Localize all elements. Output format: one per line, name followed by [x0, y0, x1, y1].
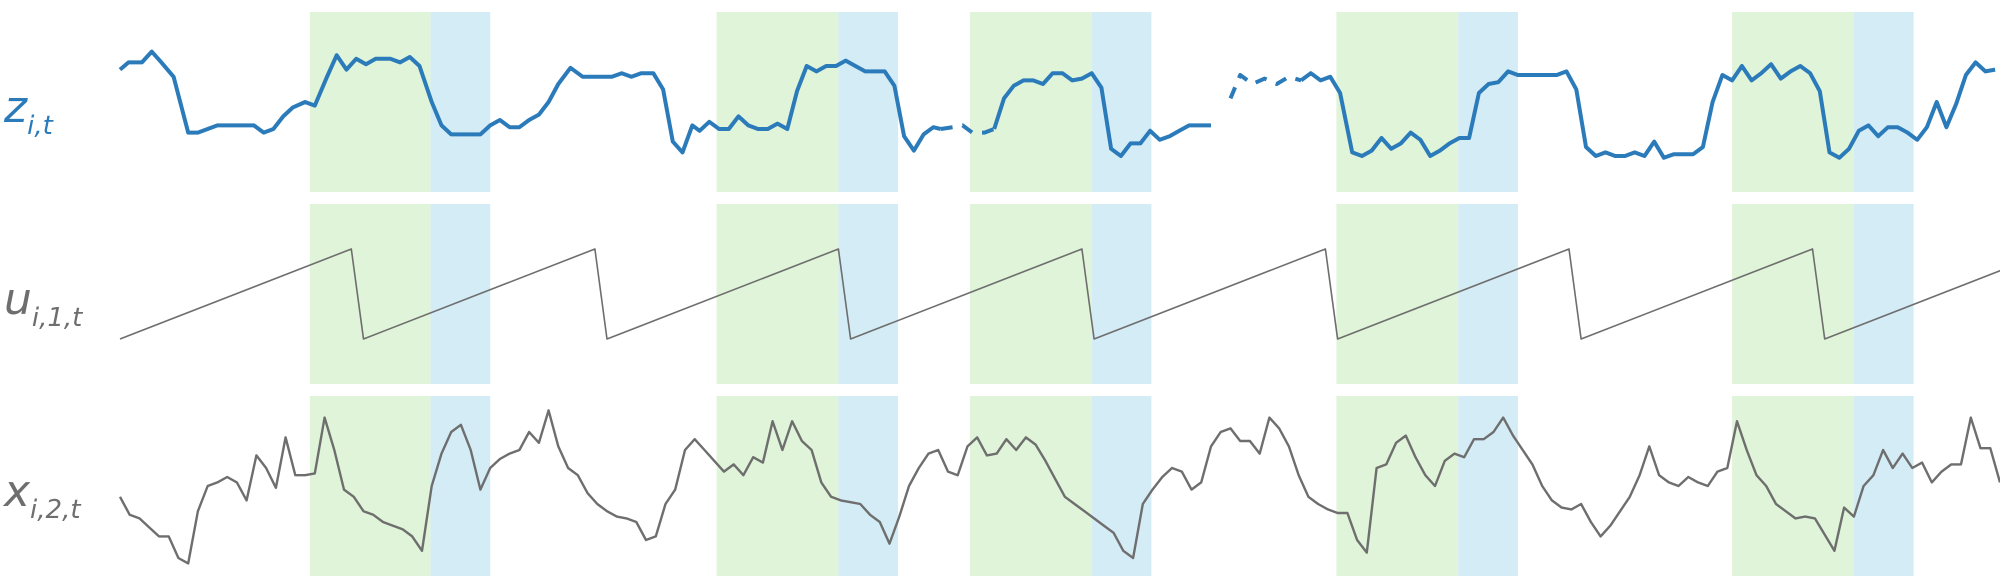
series-u-segment-0 [119, 248, 2000, 340]
prediction-window-3-row-2 [838, 396, 899, 576]
series-z-segment-4 [1299, 60, 1996, 160]
conditioning-window-6-row-1 [1336, 204, 1459, 384]
conditioning-window-4-row-0 [969, 12, 1092, 192]
series-z-segment-0 [118, 49, 942, 155]
prediction-window-7-row-1 [1458, 204, 1518, 384]
row-label-z: zi,t [3, 82, 54, 141]
conditioning-window-8-row-1 [1732, 204, 1854, 384]
conditioning-window-0-row-1 [309, 204, 431, 384]
conditioning-window-6-row-0 [1336, 12, 1459, 192]
conditioning-window-4-row-2 [969, 396, 1092, 576]
prediction-window-7-row-0 [1458, 12, 1518, 192]
conditioning-window-8-row-2 [1732, 396, 1854, 576]
prediction-window-5-row-1 [1091, 204, 1152, 384]
conditioning-window-0-row-2 [309, 396, 431, 576]
row-label-subscript: i,1,t [32, 303, 83, 333]
prediction-window-3-row-1 [838, 204, 899, 384]
row-label-main: u [4, 274, 32, 325]
row-label-subscript: i,t [27, 111, 53, 141]
conditioning-window-2-row-0 [716, 12, 839, 192]
prediction-window-3-row-0 [838, 12, 899, 192]
row-label-x: xi,2,t [2, 466, 81, 525]
series-x-segment-0 [118, 409, 2000, 565]
row-label-main: z [3, 82, 28, 133]
conditioning-window-2-row-1 [716, 204, 839, 384]
prediction-window-7-row-2 [1458, 396, 1518, 576]
conditioning-window-4-row-1 [969, 204, 1092, 384]
series-x-covariate [118, 409, 2000, 565]
conditioning-window-6-row-2 [1336, 396, 1459, 576]
series-z-segment-3-missing [1228, 73, 1302, 100]
prediction-window-9-row-1 [1853, 204, 1914, 384]
series-z-segment-2 [992, 71, 1211, 158]
conditioning-window-8-row-0 [1732, 12, 1854, 192]
conditioning-window-2-row-2 [716, 396, 839, 576]
conditioning-window-0-row-0 [309, 12, 431, 192]
series-u-sawtooth [119, 248, 2000, 340]
prediction-window-1-row-0 [430, 12, 491, 192]
series-z-segment-1-missing [940, 123, 995, 135]
row-label-subscript: i,2,t [30, 495, 81, 525]
row-label-main: x [2, 466, 31, 517]
prediction-window-5-row-0 [1091, 12, 1152, 192]
prediction-window-9-row-0 [1853, 12, 1914, 192]
row-label-u: ui,1,t [4, 274, 83, 333]
series-z-target [118, 49, 1996, 160]
